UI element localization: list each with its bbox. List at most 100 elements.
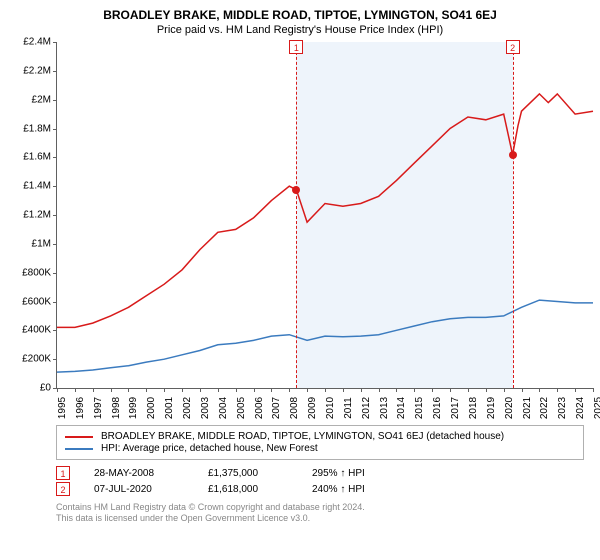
sale-price: £1,375,000	[208, 468, 288, 479]
x-tick-label: 2013	[379, 397, 390, 419]
sale-hpi: 240% ↑ HPI	[312, 484, 392, 495]
x-tick-label: 2019	[486, 397, 497, 419]
x-tick-label: 1997	[93, 397, 104, 419]
x-tick	[379, 388, 380, 392]
y-tick-label: £2.4M	[23, 37, 51, 48]
sale-point	[509, 151, 517, 159]
y-tick-label: £0	[40, 383, 51, 394]
x-tick	[57, 388, 58, 392]
x-tick	[182, 388, 183, 392]
x-tick-label: 2007	[271, 397, 282, 419]
sale-date: 28-MAY-2008	[94, 468, 184, 479]
legend-label: HPI: Average price, detached house, New …	[101, 443, 318, 454]
x-tick	[575, 388, 576, 392]
sales-table: 128-MAY-2008£1,375,000295% ↑ HPI207-JUL-…	[56, 466, 584, 496]
sale-marker-line	[296, 42, 297, 388]
sale-price: £1,618,000	[208, 484, 288, 495]
sale-hpi: 295% ↑ HPI	[312, 468, 392, 479]
sale-row-marker: 2	[56, 482, 70, 496]
x-tick-label: 1996	[75, 397, 86, 419]
sale-marker-box: 2	[506, 40, 520, 54]
chart-title: BROADLEY BRAKE, MIDDLE ROAD, TIPTOE, LYM…	[8, 8, 592, 22]
legend-swatch	[65, 436, 93, 438]
x-tick-label: 2023	[557, 397, 568, 419]
y-tick-label: £1.2M	[23, 210, 51, 221]
x-tick	[468, 388, 469, 392]
footer-line-2: This data is licensed under the Open Gov…	[56, 513, 584, 524]
x-tick-label: 2010	[325, 397, 336, 419]
x-tick	[307, 388, 308, 392]
x-tick-label: 2015	[414, 397, 425, 419]
x-tick-label: 2005	[236, 397, 247, 419]
y-tick-label: £2.2M	[23, 65, 51, 76]
x-tick	[128, 388, 129, 392]
x-tick	[450, 388, 451, 392]
x-tick-label: 1995	[57, 397, 68, 419]
x-tick-label: 2003	[200, 397, 211, 419]
x-tick	[522, 388, 523, 392]
x-tick	[325, 388, 326, 392]
x-tick-label: 2008	[289, 397, 300, 419]
x-tick-label: 2022	[539, 397, 550, 419]
x-tick	[289, 388, 290, 392]
y-tick-label: £1.6M	[23, 152, 51, 163]
chart-subtitle: Price paid vs. HM Land Registry's House …	[8, 24, 592, 36]
x-tick-label: 2020	[504, 397, 515, 419]
x-tick-label: 1998	[111, 397, 122, 419]
sale-date: 07-JUL-2020	[94, 484, 184, 495]
y-tick-label: £1.4M	[23, 181, 51, 192]
legend-row: BROADLEY BRAKE, MIDDLE ROAD, TIPTOE, LYM…	[65, 431, 575, 442]
footer-note: Contains HM Land Registry data © Crown c…	[56, 502, 584, 524]
x-tick-label: 2018	[468, 397, 479, 419]
x-tick	[486, 388, 487, 392]
x-tick-label: 1999	[128, 397, 139, 419]
sale-marker-line	[513, 42, 514, 388]
footer-line-1: Contains HM Land Registry data © Crown c…	[56, 502, 584, 513]
x-tick	[254, 388, 255, 392]
y-tick-label: £600K	[22, 296, 51, 307]
x-tick	[557, 388, 558, 392]
x-tick-label: 2006	[254, 397, 265, 419]
legend-row: HPI: Average price, detached house, New …	[65, 443, 575, 454]
x-tick-label: 2002	[182, 397, 193, 419]
x-tick	[361, 388, 362, 392]
x-tick-label: 2004	[218, 397, 229, 419]
x-tick-label: 2016	[432, 397, 443, 419]
x-tick	[504, 388, 505, 392]
x-tick	[200, 388, 201, 392]
x-tick	[343, 388, 344, 392]
sale-row: 128-MAY-2008£1,375,000295% ↑ HPI	[56, 466, 584, 480]
x-tick-label: 2000	[146, 397, 157, 419]
x-tick	[236, 388, 237, 392]
x-tick	[593, 388, 594, 392]
x-tick	[111, 388, 112, 392]
x-tick	[271, 388, 272, 392]
x-tick	[75, 388, 76, 392]
plot-area: £0£200K£400K£600K£800K£1M£1.2M£1.4M£1.6M…	[56, 42, 593, 389]
y-tick-label: £400K	[22, 325, 51, 336]
x-tick	[146, 388, 147, 392]
x-tick-label: 2017	[450, 397, 461, 419]
legend: BROADLEY BRAKE, MIDDLE ROAD, TIPTOE, LYM…	[56, 425, 584, 460]
x-tick	[539, 388, 540, 392]
y-tick-label: £800K	[22, 267, 51, 278]
y-tick-label: £1M	[32, 238, 51, 249]
sale-row: 2 07-JUL-2020 £1,618,000 240% ↑ HPI	[56, 482, 584, 496]
x-tick	[93, 388, 94, 392]
x-tick-label: 2024	[575, 397, 586, 419]
x-tick-label: 2025	[593, 397, 600, 419]
x-tick-label: 2014	[396, 397, 407, 419]
y-tick-label: £1.8M	[23, 123, 51, 134]
x-tick-label: 2012	[361, 397, 372, 419]
x-tick	[164, 388, 165, 392]
x-tick	[432, 388, 433, 392]
x-tick-label: 2011	[343, 397, 354, 419]
x-tick	[396, 388, 397, 392]
y-tick-label: £200K	[22, 354, 51, 365]
y-tick-label: £2M	[32, 94, 51, 105]
x-tick	[414, 388, 415, 392]
legend-label: BROADLEY BRAKE, MIDDLE ROAD, TIPTOE, LYM…	[101, 431, 504, 442]
sale-marker-box: 1	[289, 40, 303, 54]
sale-point	[292, 186, 300, 194]
x-tick-label: 2009	[307, 397, 318, 419]
